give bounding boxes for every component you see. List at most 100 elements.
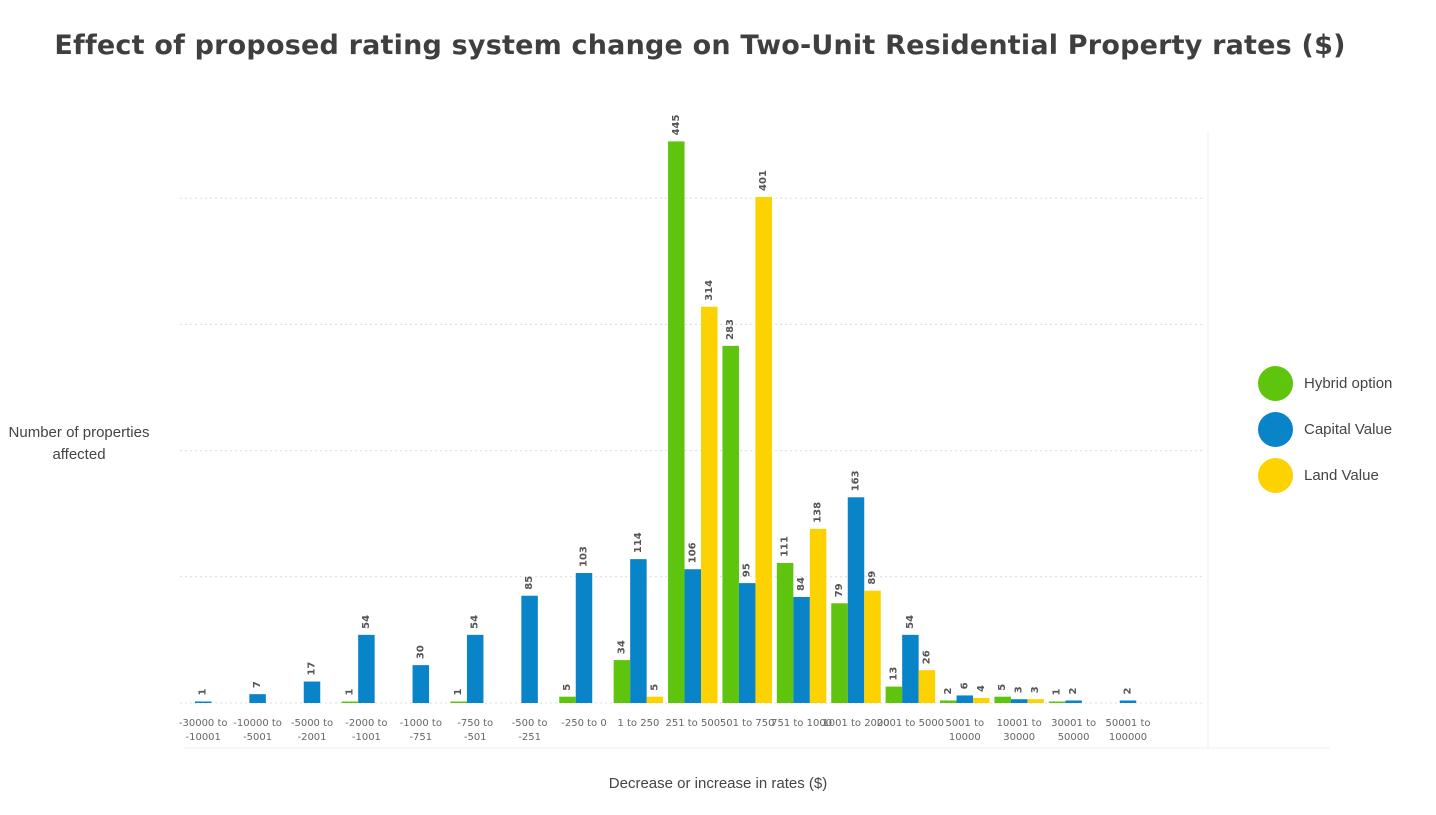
data-label: 13 [888, 667, 899, 681]
data-label: 54 [470, 615, 481, 629]
data-label: 6 [959, 682, 970, 689]
bar [738, 583, 756, 703]
x-tick-label: 2001 to 5000 [877, 718, 944, 729]
x-tick-label: 251 to 500 [666, 718, 721, 729]
bar [918, 670, 936, 703]
data-label: 26 [921, 650, 932, 664]
x-tick-label: -750 to -501 [457, 718, 493, 743]
bar [613, 660, 631, 703]
legend-label-hybrid: Hybrid option [1304, 374, 1393, 392]
bar [809, 528, 827, 703]
bar [973, 697, 990, 703]
data-label: 163 [851, 470, 862, 491]
bar [668, 141, 685, 703]
bar [831, 603, 848, 703]
x-tick-label: -250 to 0 [561, 718, 606, 729]
data-label: 89 [867, 571, 878, 585]
data-label: 138 [813, 502, 824, 523]
chart-title: Effect of proposed rating system change … [54, 30, 1346, 61]
bar [755, 196, 772, 704]
legend: Hybrid option Capital Value Land Value [1258, 360, 1428, 498]
bar [1010, 699, 1028, 703]
x-tick-label: -1000 to -751 [400, 718, 442, 743]
bar [559, 696, 576, 703]
bar [1027, 699, 1044, 703]
data-label: 5 [997, 684, 1008, 691]
y-axis-label: Number of properties affected [8, 424, 150, 463]
x-tick-label: -2000 to -1001 [345, 718, 387, 743]
bar [358, 634, 375, 703]
legend-swatch-land-value [1258, 457, 1293, 493]
bar [994, 696, 1011, 703]
data-label: 17 [307, 662, 318, 676]
data-label: 85 [524, 576, 535, 590]
bar [249, 694, 266, 703]
data-label: 2 [943, 687, 954, 694]
data-label: 34 [616, 640, 627, 654]
bar [466, 634, 484, 703]
data-label: 103 [579, 546, 590, 567]
bar [1119, 700, 1137, 703]
data-label: 4 [976, 685, 987, 692]
x-tick-label: -30000 to -10001 [179, 718, 228, 743]
bar [722, 345, 739, 703]
bar [864, 590, 881, 703]
data-label: 111 [780, 536, 791, 557]
bar [630, 559, 647, 703]
data-label: 445 [671, 114, 682, 135]
data-label: 79 [834, 583, 845, 597]
x-axis-label: Decrease or increase in rates ($) [608, 775, 828, 792]
bar [521, 595, 538, 703]
x-tick-label: 1 to 250 [617, 718, 659, 729]
legend-item-land-value: Land Value [1258, 452, 1428, 498]
bar [956, 695, 974, 703]
bar [1048, 701, 1066, 703]
data-label: 7 [252, 681, 263, 688]
data-label: 54 [905, 615, 916, 629]
legend-swatch-hybrid [1258, 365, 1293, 401]
bar [194, 701, 212, 703]
bar [412, 665, 430, 703]
bar [902, 634, 919, 703]
data-label: 1 [344, 689, 355, 696]
x-tick-label: 1001 to 2000 [822, 718, 889, 729]
bar [684, 569, 702, 703]
x-tick-label: 50001 to 100000 [1105, 718, 1150, 743]
data-label: 84 [796, 577, 807, 591]
x-tick-label: -5000 to -2001 [291, 718, 333, 743]
legend-label-capital-value: Capital Value [1304, 420, 1393, 438]
bar [646, 696, 664, 703]
legend-label-land-value: Land Value [1304, 466, 1379, 484]
x-tick-label: 501 to 750 [720, 718, 775, 729]
data-label: 3 [1030, 686, 1041, 693]
legend-item-hybrid: Hybrid option [1258, 360, 1428, 406]
data-label: 314 [704, 280, 715, 301]
bar [847, 497, 865, 703]
legend-swatch-capital-value [1258, 411, 1293, 447]
data-label: 54 [361, 615, 372, 629]
data-label: 401 [758, 170, 769, 191]
data-label: 283 [725, 319, 736, 340]
bar [341, 701, 359, 703]
bar [701, 306, 718, 703]
bar [575, 573, 593, 703]
x-tick-label: 10001 to 30000 [997, 718, 1042, 743]
data-label: 30 [415, 645, 426, 659]
data-label: 5 [649, 684, 660, 691]
data-label: 1 [198, 689, 209, 696]
legend-item-capital-value: Capital Value [1258, 406, 1428, 452]
data-label: 95 [742, 563, 753, 577]
x-tick-label: 5001 to 10000 [945, 718, 984, 743]
x-tick-label: -10000 to -5001 [233, 718, 282, 743]
bar [450, 701, 467, 703]
data-label: 114 [633, 532, 644, 553]
data-label: 1 [453, 689, 464, 696]
bar [1065, 700, 1082, 703]
data-label: 2 [1123, 687, 1134, 694]
data-label: 1 [1052, 689, 1063, 696]
bar [885, 686, 903, 703]
x-tick-label: 30001 to 50000 [1051, 718, 1096, 743]
data-label: 3 [1014, 686, 1025, 693]
x-tick-label: 751 to 1000 [771, 718, 832, 729]
